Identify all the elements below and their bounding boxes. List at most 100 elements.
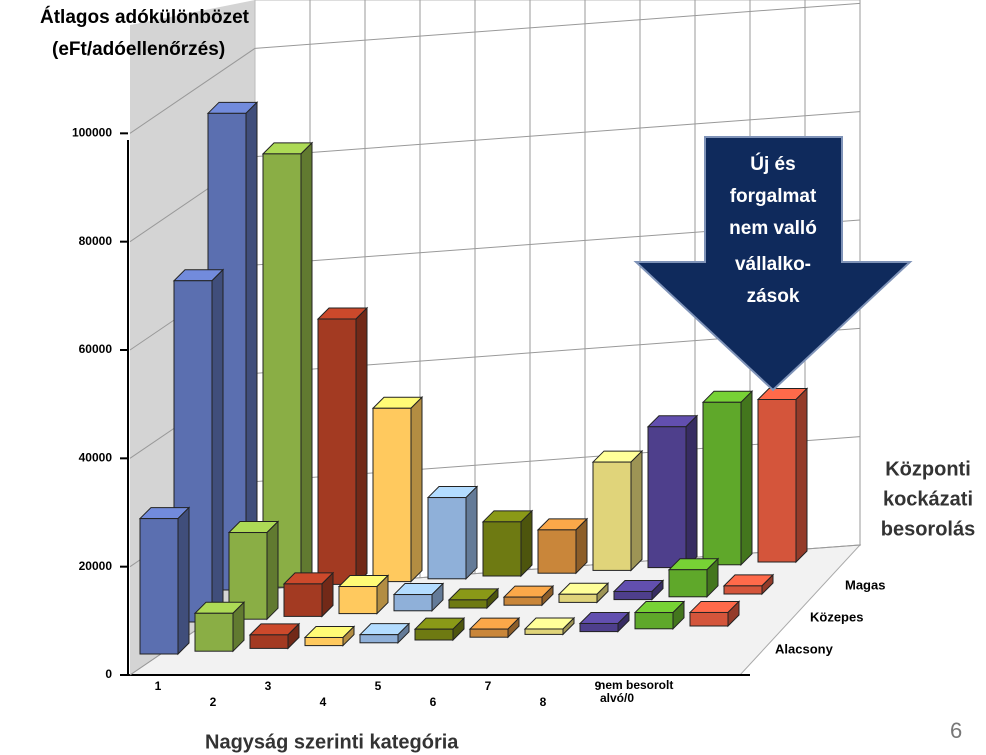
bar-3d — [612, 579, 665, 601]
bar — [372, 407, 412, 583]
annotation: Új és — [750, 153, 795, 175]
bar-3d — [701, 390, 754, 567]
bar-3d — [591, 449, 644, 572]
bar — [558, 593, 598, 603]
bar-3d — [426, 485, 479, 581]
legend-label: Alacsony — [775, 641, 834, 656]
bar — [427, 497, 467, 580]
bar-3d — [756, 387, 809, 564]
x-axis-title: Nagyság szerinti kategória — [205, 731, 459, 753]
bar — [139, 518, 179, 655]
x-tick-label: 7 — [485, 679, 492, 693]
annotation-arrow — [633, 136, 913, 392]
y-axis-title: Átlagos adókülönbözet — [40, 6, 250, 28]
annotation: zások — [747, 286, 800, 307]
bar-3d — [447, 587, 500, 610]
z-axis-title: Központi — [885, 458, 971, 480]
bar-3d — [667, 557, 720, 599]
bar-3d — [688, 600, 741, 628]
bar — [537, 529, 577, 574]
bar — [579, 622, 619, 633]
bar-3d — [303, 625, 356, 647]
bar — [338, 586, 378, 615]
bar — [634, 612, 674, 630]
bar — [304, 636, 344, 647]
x-tick-label: 1 — [155, 679, 162, 693]
bar-3d — [358, 622, 411, 645]
x-tick-label: alvó/0 — [600, 691, 634, 705]
x-tick-label: 4 — [320, 695, 327, 709]
bar-side — [211, 268, 224, 624]
y-axis-title: (eFt/adóellenőrzés) — [52, 39, 225, 60]
bar-side — [630, 449, 643, 572]
bar-side — [177, 506, 190, 656]
bar — [448, 599, 488, 609]
x-tick-label: nem besorolt — [598, 678, 673, 692]
bar-3d — [722, 573, 775, 596]
bar — [757, 399, 797, 563]
bar-side — [245, 101, 258, 592]
bar-side — [355, 306, 368, 586]
bar-3d — [502, 584, 555, 607]
bar — [393, 594, 433, 612]
bar-3d — [536, 517, 589, 575]
bar-side — [410, 396, 423, 583]
bar-side — [520, 509, 533, 578]
bar — [283, 583, 323, 617]
bar-side — [266, 520, 279, 621]
bar — [317, 318, 357, 585]
bar-side — [795, 387, 808, 564]
legend-label: Közepes — [810, 609, 863, 624]
grid-line — [254, 2, 861, 49]
y-tick-label: 60000 — [79, 342, 113, 356]
bar — [592, 461, 632, 571]
x-tick-label: 8 — [540, 695, 547, 709]
bar-3d — [578, 611, 631, 633]
bar-3d — [337, 574, 390, 615]
bar — [414, 628, 454, 641]
bar — [359, 634, 399, 644]
x-tick-label: 3 — [265, 679, 272, 693]
bar-side — [740, 390, 753, 567]
bar — [249, 634, 289, 649]
x-tick-label: 6 — [430, 695, 437, 709]
page-number: 6 — [950, 718, 962, 743]
y-tick-label: 0 — [105, 667, 112, 681]
bar — [702, 401, 742, 566]
bar — [503, 596, 543, 606]
bar-3d — [557, 582, 610, 604]
bar-3d — [138, 506, 191, 656]
y-tick-label: 100000 — [72, 126, 112, 140]
bar — [482, 521, 522, 577]
z-axis-title: besorolás — [881, 518, 975, 540]
bar-3d — [261, 141, 314, 589]
annotation: forgalmat — [730, 186, 817, 207]
bar-3d — [392, 582, 445, 613]
bar-3d — [523, 616, 576, 636]
bar-3d — [481, 509, 534, 578]
bar-side — [465, 485, 478, 581]
bar-3d — [413, 616, 466, 642]
bar-3d — [193, 601, 246, 653]
y-tick-label: 40000 — [79, 451, 113, 465]
bar — [723, 585, 763, 595]
bar-3d — [248, 622, 301, 650]
grid-line — [254, 111, 861, 158]
bar-side — [300, 141, 313, 589]
x-tick-label: 9 — [595, 679, 602, 693]
bar-3d — [316, 306, 369, 586]
bar-3d — [371, 396, 424, 583]
legend-label: Magas — [845, 577, 885, 592]
annotation: vállalko- — [735, 254, 811, 275]
annotation: nem valló — [729, 218, 817, 239]
bar — [262, 153, 302, 588]
bar-side — [685, 414, 698, 569]
x-tick-label: 5 — [375, 679, 382, 693]
y-tick-label: 80000 — [79, 234, 113, 248]
bar-3d — [282, 571, 335, 618]
x-tick-label: 2 — [210, 695, 217, 709]
bar — [194, 612, 234, 652]
bar — [524, 628, 564, 635]
bar — [689, 611, 729, 627]
